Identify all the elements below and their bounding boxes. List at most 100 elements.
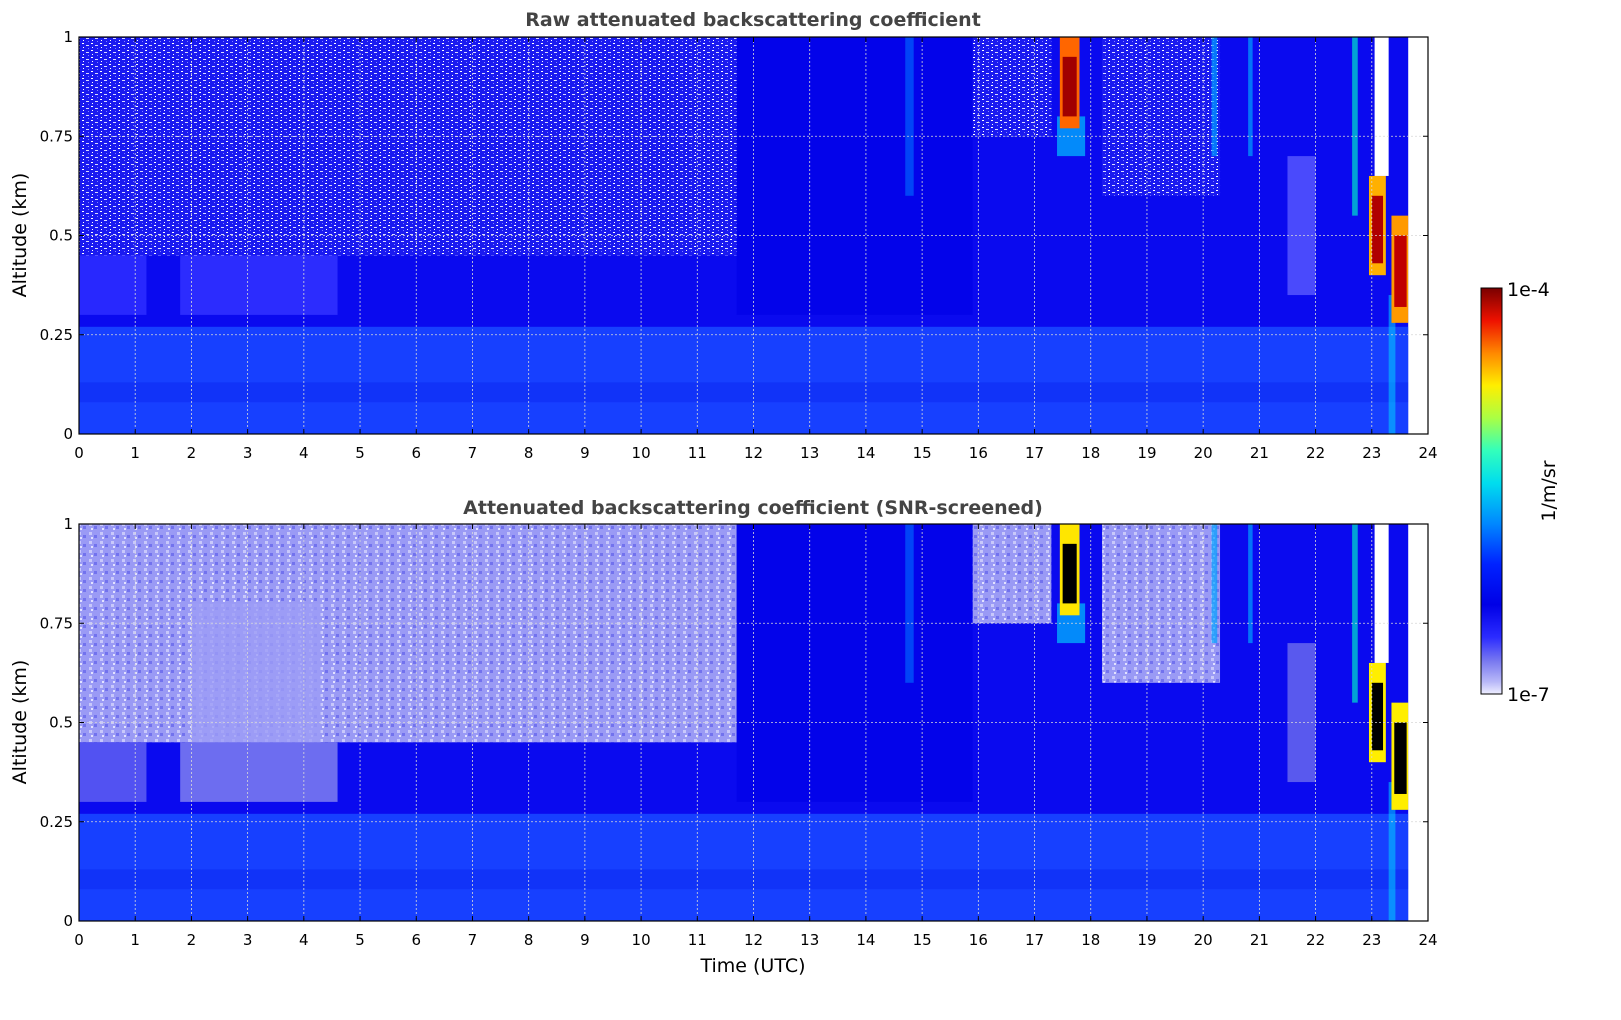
x-tick-label: 9	[580, 444, 590, 462]
heatmap-cell	[1374, 37, 1389, 176]
x-tick-label: 2	[187, 444, 197, 462]
x-tick-label: 7	[468, 444, 478, 462]
x-tick-label: 6	[411, 931, 421, 949]
x-tick-label: 11	[688, 931, 707, 949]
heatmap-cell	[736, 524, 973, 802]
x-tick-label: 16	[969, 931, 988, 949]
y-tick-label: 0.75	[40, 127, 73, 145]
x-tick-label: 21	[1250, 444, 1269, 462]
colorbar-gradient	[1480, 287, 1503, 695]
x-tick-label: 1	[130, 931, 140, 949]
x-tick-label: 5	[355, 444, 365, 462]
heatmap-cell	[1394, 235, 1407, 307]
heatmap-cell	[1211, 37, 1218, 157]
y-tick-label: 0.5	[49, 227, 73, 245]
x-tick-label: 16	[969, 444, 988, 462]
x-tick-label: 3	[243, 444, 253, 462]
x-tick-label: 6	[411, 444, 421, 462]
grid	[79, 37, 1428, 434]
heatmap-cell	[1248, 524, 1253, 644]
x-tick-label: 24	[1418, 444, 1437, 462]
heatmap-cell	[1062, 543, 1077, 604]
y-axis-label: Altitude (km)	[9, 173, 31, 298]
x-tick-label: 4	[299, 444, 309, 462]
heatmap-cell	[191, 603, 321, 743]
snr-screened-panel: Attenuated backscattering coefficient (S…	[9, 497, 1438, 977]
x-tick-label: 5	[355, 931, 365, 949]
heatmap-cell	[79, 524, 737, 743]
heatmap-cell	[1287, 643, 1316, 783]
x-tick-label: 22	[1306, 931, 1325, 949]
x-tick-label: 14	[856, 931, 875, 949]
x-tick-label: 23	[1362, 931, 1381, 949]
x-tick-label: 1	[130, 444, 140, 462]
y-axis-label: Altitude (km)	[9, 660, 31, 785]
heatmap-cell	[79, 382, 1409, 403]
y-tick-label: 0	[63, 425, 73, 443]
x-tick-label: 15	[913, 931, 932, 949]
y-tick-label: 1	[63, 28, 73, 46]
x-tick-label: 8	[524, 931, 534, 949]
x-tick-label: 19	[1137, 931, 1156, 949]
heatmap-cell	[79, 869, 1409, 890]
y-tick-label: 0.75	[40, 614, 73, 632]
chart-title: Attenuated backscattering coefficient (S…	[463, 497, 1043, 519]
x-axis-label: Time (UTC)	[699, 955, 805, 977]
y-tick-label: 0.5	[49, 714, 73, 732]
colorbar: 1e-4 1e-7 1/m/sr	[1480, 279, 1560, 706]
heatmap-cell	[1248, 37, 1253, 157]
x-tick-label: 13	[800, 931, 819, 949]
colorbar-max-label: 1e-4	[1507, 279, 1550, 301]
x-tick-label: 15	[913, 444, 932, 462]
x-tick-label: 7	[468, 931, 478, 949]
y-axis: 0 0.25 0.5 0.75 1	[40, 515, 1428, 930]
heatmap-cell	[905, 37, 914, 196]
heatmap-cell	[79, 37, 737, 256]
colorbar-units-label: 1/m/sr	[1538, 460, 1560, 521]
heatmap-cell	[191, 116, 321, 256]
heatmap-cell	[180, 255, 338, 315]
heatmap-image	[79, 37, 1428, 434]
heatmap-cell	[1352, 524, 1358, 703]
y-tick-label: 0	[63, 912, 73, 930]
grid	[79, 524, 1428, 921]
heatmap-cell	[1388, 295, 1396, 434]
x-tick-label: 14	[856, 444, 875, 462]
x-tick-label: 19	[1137, 444, 1156, 462]
heatmap-cell	[736, 37, 973, 315]
heatmap-cell	[972, 37, 1052, 137]
heatmap-cell	[79, 326, 1409, 434]
x-tick-label: 21	[1250, 931, 1269, 949]
heatmap-cell	[1101, 37, 1221, 196]
x-tick-label: 17	[1025, 444, 1044, 462]
x-tick-label: 3	[243, 931, 253, 949]
heatmap-cell	[79, 813, 1409, 921]
x-tick-label: 9	[580, 931, 590, 949]
x-axis: 0 1 2 3 4 5 6 7 8 9 10 11 12 13 14 15 16 17 18 19 20 21 22 23 24	[74, 524, 1438, 949]
heatmap-cell	[1371, 682, 1384, 751]
x-tick-label: 24	[1418, 931, 1437, 949]
heatmap-cell	[1101, 524, 1221, 683]
heatmap-cell	[1287, 156, 1316, 296]
x-tick-label: 22	[1306, 444, 1325, 462]
y-tick-label: 1	[63, 515, 73, 533]
x-tick-label: 17	[1025, 931, 1044, 949]
x-tick-label: 20	[1194, 931, 1213, 949]
heatmap-cell	[79, 742, 147, 802]
heatmap-cell	[1371, 195, 1384, 264]
y-tick-label: 0.25	[40, 326, 73, 344]
heatmap-cell	[1062, 56, 1077, 117]
x-tick-label: 2	[187, 931, 197, 949]
x-tick-label: 8	[524, 444, 534, 462]
heatmap-cell	[180, 742, 338, 802]
x-axis: 0 1 2 3 4 5 6 7 8 9 10 11 12 13 14 15 16 17 18 19 20 21 22 23 24	[74, 37, 1438, 462]
x-tick-label: 0	[74, 444, 84, 462]
heatmap-cell	[905, 524, 914, 683]
raw-backscatter-panel: Raw attenuated backscattering coefficien…	[9, 9, 1438, 462]
x-tick-label: 10	[632, 931, 651, 949]
x-tick-label: 18	[1081, 931, 1100, 949]
heatmap-cell	[1352, 37, 1358, 216]
x-tick-label: 4	[299, 931, 309, 949]
x-tick-label: 23	[1362, 444, 1381, 462]
